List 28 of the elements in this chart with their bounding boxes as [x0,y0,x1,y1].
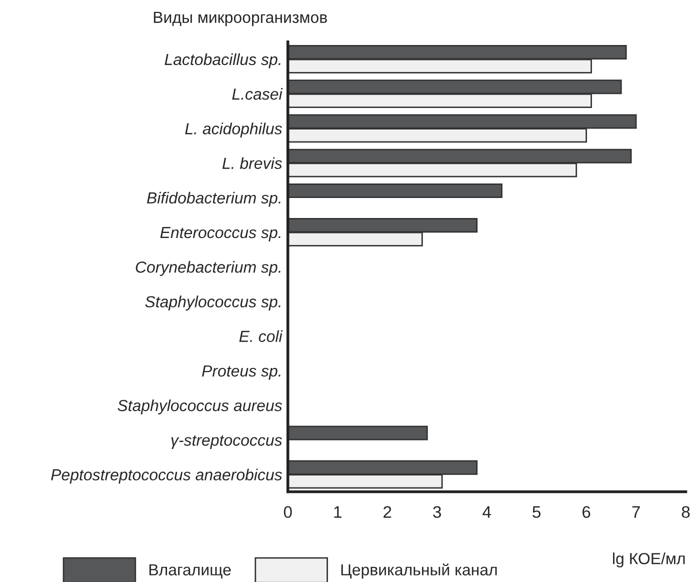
x-tick-label: 7 [632,506,640,518]
y-tick-label: Staphylococcus aureus [118,399,282,414]
bar [288,426,428,440]
y-tick-label: Staphylococcus sp. [145,296,280,311]
y-tick-label: L.casei [232,88,283,100]
x-tick-label: 4 [482,506,491,518]
y-tick-label: Bifidobacterium sp. [146,192,280,207]
bar [288,183,502,198]
legend-label: Цервикальный канал [341,563,497,579]
x-tick-label: 0 [284,506,292,518]
x-tick-label: 5 [532,506,540,518]
x-tick-label: 2 [384,506,392,518]
x-tick-label: 3 [433,506,441,518]
y-tick-label: L. acidophilus [185,122,282,138]
x-tick-label: 1 [334,506,342,518]
y-tick-label: γ-streptococcus [171,435,282,449]
legend-label: Влагалище [149,564,231,578]
y-tick-label: Corynebacterium sp. [136,261,280,276]
x-axis-title: lg КОЕ/мл [613,552,685,568]
x-tick-label: 6 [582,506,590,518]
y-tick-label: E. coli [239,330,283,342]
chart-title: Виды микроорганизмов [154,12,327,26]
x-tick-label: 8 [682,506,690,518]
y-tick-label: Enterococcus sp. [160,227,280,242]
y-tick-label: Proteus sp. [202,365,280,380]
y-tick-label: Peptostreptococcus anaerobicus [51,468,282,484]
y-tick-label: Lactobacillus sp. [164,53,280,68]
y-tick-label: L. brevis [222,157,282,169]
